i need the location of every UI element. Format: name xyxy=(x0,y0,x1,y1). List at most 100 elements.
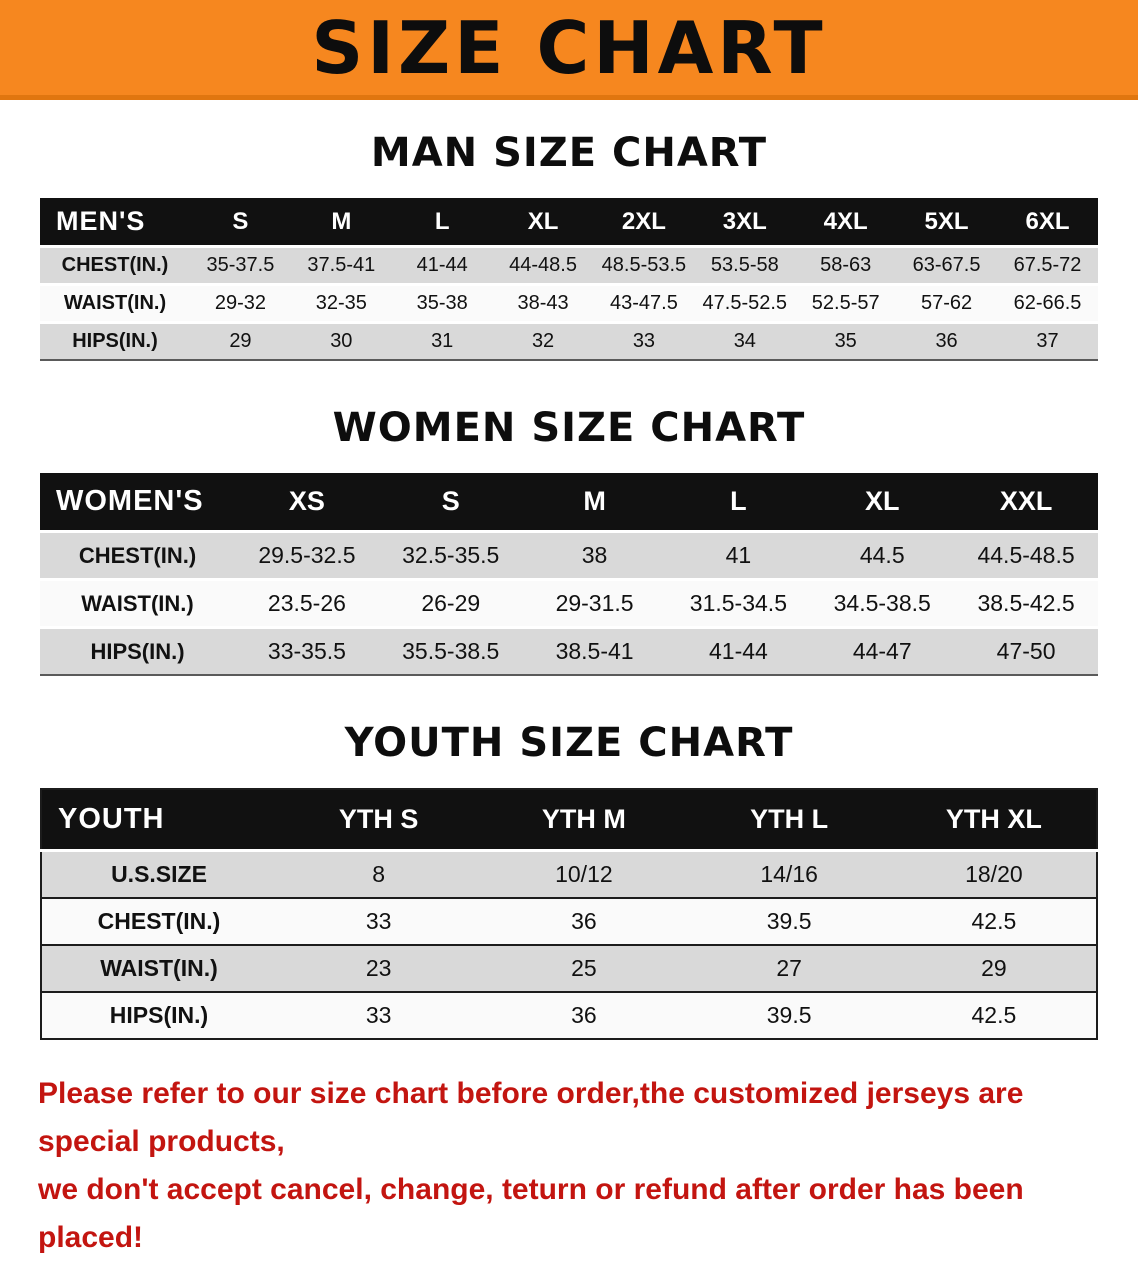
measurement-row: CHEST(IN.) 33 36 39.5 42.5 xyxy=(41,898,1097,945)
size-value-cell: 35-38 xyxy=(391,284,493,323)
size-value-cell: 44.5-48.5 xyxy=(954,531,1098,580)
measurement-label: CHEST(IN.) xyxy=(41,898,276,945)
size-value-cell: 38-43 xyxy=(492,284,594,323)
size-value-cell: 42.5 xyxy=(891,992,1097,1039)
size-value-cell: 32 xyxy=(492,322,594,360)
men-section-heading: MAN SIZE CHART xyxy=(370,130,768,176)
size-value-cell: 36 xyxy=(896,322,997,360)
size-value-cell: 32-35 xyxy=(290,284,392,323)
measurement-label: U.S.SIZE xyxy=(41,850,276,898)
size-value-cell: 41 xyxy=(666,531,811,580)
size-value-cell: 29 xyxy=(891,945,1097,992)
size-value-cell: 14/16 xyxy=(686,850,892,898)
measurement-label: WAIST(IN.) xyxy=(41,945,276,992)
measurement-row: CHEST(IN.) 35-37.5 37.5-41 41-44 44-48.5 48.5… xyxy=(40,246,1098,285)
women-size-section: WOMEN SIZE CHART WOMEN'S XS S M L XL XXL CHEST(… xyxy=(0,405,1138,676)
banner: SIZE CHART xyxy=(0,0,1138,100)
size-value-cell: 35.5-38.5 xyxy=(378,627,523,675)
size-value-cell: 62-66.5 xyxy=(997,284,1098,323)
size-value-cell: 41-44 xyxy=(391,246,493,285)
womens-table-label: WOMEN'S xyxy=(40,473,235,533)
youth-size-section: YOUTH SIZE CHART YOUTH YTH S YTH M YTH L YTH… xyxy=(0,720,1138,1040)
size-value-cell: 52.5-57 xyxy=(795,284,897,323)
size-value-cell: 30 xyxy=(290,322,392,360)
size-value-cell: 36 xyxy=(481,992,687,1039)
size-value-cell: 38 xyxy=(522,531,667,580)
size-value-cell: 43-47.5 xyxy=(593,284,695,323)
womens-size-table: WOMEN'S XS S M L XL XXL CHEST(IN.) 29.5-32.5 32.5… xyxy=(40,473,1098,676)
measurement-row: CHEST(IN.) 29.5-32.5 32.5-35.5 38 41 44.5 44.5… xyxy=(40,531,1098,580)
size-value-cell: 29.5-32.5 xyxy=(235,531,379,580)
size-value-cell: 29 xyxy=(190,322,291,360)
men-size-section: MAN SIZE CHART MEN'S S M L XL 2XL 3XL 4XL 5XL 6XL… xyxy=(0,130,1138,361)
header-row: WOMEN'S XS S M L XL XXL xyxy=(40,473,1098,533)
size-value-cell: 32.5-35.5 xyxy=(378,531,523,580)
size-value-cell: 29-32 xyxy=(190,284,291,323)
size-chart-content: MAN SIZE CHART MEN'S S M L XL 2XL 3XL 4XL 5XL 6XL… xyxy=(0,130,1138,1262)
size-value-cell: 26-29 xyxy=(378,579,523,628)
mens-size-table: MEN'S S M L XL 2XL 3XL 4XL 5XL 6XL CHEST(IN.) 35-37… xyxy=(40,198,1098,361)
size-value-cell: 27 xyxy=(686,945,892,992)
size-value-cell: 33 xyxy=(276,898,482,945)
size-value-cell: 36 xyxy=(481,898,687,945)
size-value-cell: 42.5 xyxy=(891,898,1097,945)
size-column-header: 3XL xyxy=(694,198,796,248)
size-column-header: YTH L xyxy=(686,789,892,852)
size-value-cell: 48.5-53.5 xyxy=(593,246,695,285)
size-column-header: L xyxy=(391,198,493,248)
size-column-header: 5XL xyxy=(896,198,997,248)
size-value-cell: 33-35.5 xyxy=(235,627,379,675)
size-value-cell: 31.5-34.5 xyxy=(666,579,811,628)
measurement-label: HIPS(IN.) xyxy=(40,627,235,675)
disclaimer: Please refer to our size chart before or… xyxy=(38,1070,1100,1262)
size-column-header: XS xyxy=(235,473,379,533)
size-column-header: S xyxy=(190,198,291,248)
size-value-cell: 23.5-26 xyxy=(235,579,379,628)
youth-section-heading: YOUTH SIZE CHART xyxy=(344,720,794,766)
measurement-row: HIPS(IN.) 33 36 39.5 42.5 xyxy=(41,992,1097,1039)
size-value-cell: 29-31.5 xyxy=(522,579,667,628)
size-value-cell: 35 xyxy=(795,322,897,360)
size-value-cell: 41-44 xyxy=(666,627,811,675)
size-value-cell: 57-62 xyxy=(896,284,997,323)
size-column-header: M xyxy=(290,198,392,248)
size-column-header: 6XL xyxy=(997,198,1098,248)
size-value-cell: 53.5-58 xyxy=(694,246,796,285)
measurement-label: CHEST(IN.) xyxy=(40,246,190,285)
size-column-header: 4XL xyxy=(795,198,897,248)
size-value-cell: 47-50 xyxy=(954,627,1098,675)
size-value-cell: 44-47 xyxy=(810,627,955,675)
size-value-cell: 8 xyxy=(276,850,482,898)
size-column-header: L xyxy=(666,473,811,533)
size-column-header: YTH M xyxy=(481,789,687,852)
header-row: YOUTH YTH S YTH M YTH L YTH XL xyxy=(41,789,1097,852)
size-value-cell: 37.5-41 xyxy=(290,246,392,285)
men-size-table-wrap: MEN'S S M L XL 2XL 3XL 4XL 5XL 6XL CHEST(IN.) 35-37… xyxy=(40,198,1098,361)
size-value-cell: 23 xyxy=(276,945,482,992)
measurement-label: CHEST(IN.) xyxy=(40,531,235,580)
size-column-header: XXL xyxy=(954,473,1098,533)
size-value-cell: 33 xyxy=(593,322,695,360)
measurement-label: WAIST(IN.) xyxy=(40,579,235,628)
size-value-cell: 34.5-38.5 xyxy=(810,579,955,628)
size-value-cell: 39.5 xyxy=(686,898,892,945)
size-column-header: YTH XL xyxy=(891,789,1097,852)
measurement-label: WAIST(IN.) xyxy=(40,284,190,323)
size-value-cell: 37 xyxy=(997,322,1098,360)
size-column-header: YTH S xyxy=(276,789,482,852)
size-column-header: XL xyxy=(810,473,955,533)
size-column-header: M xyxy=(522,473,667,533)
size-value-cell: 25 xyxy=(481,945,687,992)
disclaimer-line-2: we don't accept cancel, change, teturn o… xyxy=(38,1173,1024,1254)
measurement-row: HIPS(IN.) 33-35.5 35.5-38.5 38.5-41 41-44 44-… xyxy=(40,627,1098,675)
size-value-cell: 34 xyxy=(694,322,796,360)
measurement-row: WAIST(IN.) 29-32 32-35 35-38 38-43 43-47.5 47.… xyxy=(40,284,1098,323)
size-value-cell: 10/12 xyxy=(481,850,687,898)
women-section-heading: WOMEN SIZE CHART xyxy=(332,405,806,451)
size-column-header: 2XL xyxy=(593,198,695,248)
measurement-row: U.S.SIZE 8 10/12 14/16 18/20 xyxy=(41,850,1097,898)
mens-table-label: MEN'S xyxy=(40,198,190,248)
size-value-cell: 58-63 xyxy=(795,246,897,285)
size-value-cell: 35-37.5 xyxy=(190,246,291,285)
size-column-header: XL xyxy=(492,198,594,248)
